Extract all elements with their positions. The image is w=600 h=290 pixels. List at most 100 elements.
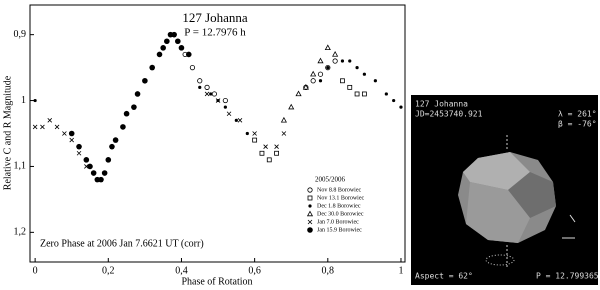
marker bbox=[252, 131, 257, 136]
marker bbox=[160, 45, 166, 51]
model-name: 127 Johanna bbox=[415, 100, 468, 109]
marker-shape bbox=[69, 137, 74, 143]
marker-shape bbox=[33, 98, 37, 103]
marker-shape bbox=[302, 83, 309, 90]
marker bbox=[105, 157, 112, 163]
marker-shape bbox=[90, 170, 97, 176]
marker bbox=[175, 38, 181, 45]
marker bbox=[83, 157, 90, 163]
y-tick-label: 1 bbox=[21, 95, 26, 106]
marker-shape bbox=[189, 65, 196, 71]
marker-shape bbox=[134, 91, 141, 97]
marker bbox=[204, 84, 210, 90]
marker-shape bbox=[245, 131, 249, 136]
marker bbox=[211, 91, 217, 97]
marker bbox=[197, 78, 203, 84]
model-beta: β = -76° bbox=[558, 120, 597, 129]
marker-shape bbox=[399, 105, 403, 109]
marker-shape bbox=[318, 79, 323, 83]
marker-shape bbox=[142, 77, 148, 84]
marker bbox=[274, 144, 279, 149]
y-tick-label: 1,1 bbox=[14, 161, 27, 172]
marker-shape bbox=[211, 91, 217, 97]
marker bbox=[252, 137, 258, 143]
marker bbox=[189, 65, 196, 71]
marker-shape bbox=[332, 50, 339, 57]
shape-model: 127 Johanna JD=2453740.921 λ = 261° β = … bbox=[411, 95, 600, 285]
marker-shape bbox=[361, 91, 367, 97]
marker-shape bbox=[131, 104, 137, 110]
marker bbox=[47, 118, 53, 123]
marker bbox=[340, 59, 345, 63]
marker-shape bbox=[310, 78, 316, 84]
marker-shape bbox=[332, 58, 338, 64]
marker bbox=[222, 97, 228, 104]
marker bbox=[234, 118, 238, 122]
x-tick-label: 0,8 bbox=[322, 265, 335, 276]
model-facet bbox=[466, 182, 530, 243]
x-tick-label: 0,2 bbox=[102, 265, 115, 276]
marker-shape bbox=[68, 130, 75, 137]
marker bbox=[340, 78, 345, 84]
marker-shape bbox=[317, 57, 324, 64]
marker bbox=[384, 92, 388, 96]
marker bbox=[98, 176, 104, 183]
marker-shape bbox=[109, 143, 115, 150]
marker bbox=[164, 38, 170, 45]
marker-shape bbox=[266, 157, 272, 163]
marker-shape bbox=[252, 131, 257, 136]
marker bbox=[307, 195, 313, 201]
marker bbox=[392, 98, 396, 103]
marker-shape bbox=[156, 51, 163, 58]
marker-shape bbox=[362, 72, 366, 76]
marker bbox=[185, 51, 192, 58]
marker bbox=[280, 116, 287, 123]
marker-shape bbox=[324, 44, 331, 51]
legend-label: Dec 1.8 Borowiec bbox=[317, 203, 361, 209]
marker bbox=[307, 187, 313, 193]
marker bbox=[131, 104, 137, 110]
marker-shape bbox=[204, 91, 210, 97]
marker-shape bbox=[281, 131, 287, 136]
marker-shape bbox=[171, 31, 177, 38]
marker-shape bbox=[340, 78, 345, 84]
annotation: Zero Phase at 2006 Jan 7.6621 UT (corr) bbox=[40, 238, 204, 249]
model-aspect: Aspect = 62° bbox=[415, 272, 473, 281]
marker-shape bbox=[234, 118, 238, 122]
marker-shape bbox=[354, 91, 360, 97]
marker bbox=[123, 110, 130, 117]
marker bbox=[274, 150, 279, 156]
marker-shape bbox=[307, 227, 313, 233]
marker-shape bbox=[204, 84, 210, 90]
y-tick-label: 1,2 bbox=[14, 227, 27, 238]
marker-shape bbox=[348, 59, 352, 63]
marker bbox=[142, 77, 148, 84]
marker-shape bbox=[105, 157, 112, 163]
marker-shape bbox=[40, 124, 45, 130]
marker bbox=[281, 131, 287, 136]
marker bbox=[307, 219, 313, 225]
marker bbox=[317, 71, 324, 77]
model-lambda: λ = 261° bbox=[558, 110, 597, 119]
marker bbox=[288, 103, 295, 110]
marker bbox=[295, 90, 302, 97]
marker bbox=[332, 50, 339, 57]
marker-shape bbox=[98, 176, 104, 183]
model-period: P = 12.799365 h bbox=[536, 272, 600, 281]
marker bbox=[76, 143, 82, 150]
marker bbox=[204, 91, 210, 97]
marker-shape bbox=[149, 64, 155, 71]
chart-title: 127 Johanna bbox=[182, 10, 248, 25]
model-facet bbox=[508, 172, 556, 218]
marker-shape bbox=[280, 116, 287, 123]
marker bbox=[245, 131, 249, 136]
marker bbox=[120, 124, 126, 130]
marker bbox=[263, 144, 268, 149]
marker bbox=[310, 78, 316, 84]
marker-shape bbox=[112, 137, 119, 143]
marker-shape bbox=[308, 204, 312, 208]
marker-shape bbox=[32, 124, 38, 130]
y-axis-label: Relative C and R Magnitude bbox=[2, 75, 13, 190]
marker-shape bbox=[123, 110, 130, 117]
marker bbox=[178, 45, 185, 51]
